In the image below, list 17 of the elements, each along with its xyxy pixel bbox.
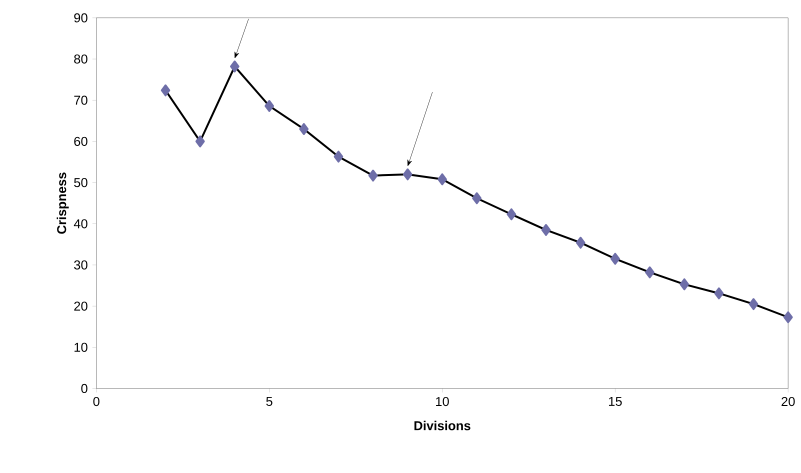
y-tick-label: 70 [74,96,88,105]
x-tick-label: 10 [436,397,449,406]
x-tick-label: 15 [608,397,622,406]
y-tick-label: 20 [74,302,88,311]
y-tick-label: 0 [81,384,88,394]
x-tick-label: 5 [266,397,272,406]
y-tick-label: 60 [74,136,88,146]
y-tick-label: 50 [74,178,88,188]
x-tick-label: 20 [782,397,795,406]
y-tick-label: 30 [74,260,88,270]
y-tick-label: 10 [74,342,88,352]
y-tick-label: 80 [74,54,88,64]
x-tick-label: 0 [93,397,100,406]
y-tick-label: 90 [74,13,88,23]
y-tick-label: 40 [74,219,88,228]
x-axis-title: Divisions [414,420,470,430]
y-axis-title: Crispness [56,172,69,234]
